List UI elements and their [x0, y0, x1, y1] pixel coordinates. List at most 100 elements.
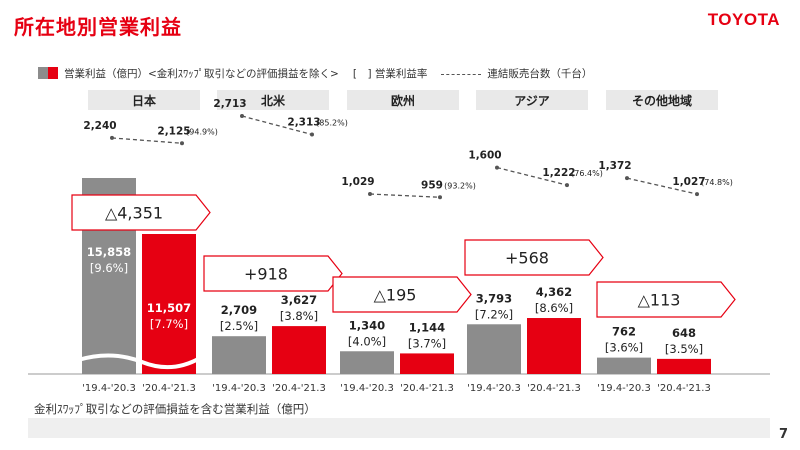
including-valuation-row	[28, 418, 770, 438]
bar-value-label: 1,340	[349, 318, 385, 332]
bar-margin-label: [3.5%]	[665, 342, 703, 356]
legend-swatch-curr	[48, 67, 58, 79]
period-tick-label: '19.4-'20.3	[340, 383, 394, 394]
region-name: 日本	[132, 93, 156, 108]
unit-sales-point	[180, 141, 184, 146]
bar-prev	[212, 336, 266, 374]
period-tick-label: '20.4-'21.3	[400, 383, 454, 394]
change-value: +918	[244, 265, 288, 284]
region-name: その他地域	[632, 93, 692, 108]
including-valuation-label: 金利ｽﾜｯﾌﾟ取引などの評価損益を含む営業利益（億円）	[34, 402, 316, 416]
legend-bars-label: 営業利益（億円）<金利ｽﾜｯﾌﾟ取引などの評価損益を除く>	[64, 67, 339, 80]
unit-sales-point	[495, 165, 499, 170]
page-title: 所在地別営業利益	[14, 15, 182, 39]
bar-value-label: 1,144	[409, 320, 445, 334]
change-value: △113	[638, 291, 681, 310]
bar-prev	[597, 357, 651, 374]
bar-margin-label: [7.2%]	[475, 307, 513, 321]
bar-value-label: 3,793	[476, 291, 512, 305]
unit-sales-line	[496, 166, 568, 186]
change-arrow-box	[332, 276, 472, 313]
period-tick-label: '20.4-'21.3	[272, 383, 326, 394]
legend-line-swatch	[441, 73, 482, 75]
unit-sales-point	[368, 192, 372, 197]
unit-sales-point	[625, 176, 629, 181]
region-name: 欧州	[391, 93, 415, 108]
region-header-4	[606, 90, 718, 110]
unit-sales-label: 1,372	[598, 160, 631, 172]
unit-sales-point	[310, 132, 314, 137]
period-tick-label: '20.4-'21.3	[527, 383, 581, 394]
bar-value-label: 648	[672, 326, 696, 340]
region-name: 北米	[261, 93, 286, 108]
unit-sales-line	[626, 177, 698, 195]
unit-sales-point	[565, 183, 569, 188]
unit-sales-label: 1,029	[341, 176, 374, 188]
unit-sales-label: 1,027	[672, 176, 705, 188]
bar-prev	[340, 351, 394, 374]
bar-margin-label: [8.6%]	[535, 301, 573, 315]
change-arrow-box	[71, 194, 211, 231]
change-arrow-box	[464, 239, 604, 276]
bar-value-label: 11,507	[147, 301, 191, 315]
unit-sales-ratio: (85.2%)	[316, 119, 348, 128]
unit-sales-line	[369, 193, 441, 198]
unit-sales-label: 2,125	[157, 125, 190, 137]
region-header-0	[88, 90, 200, 110]
legend-margin-label: [ ] 営業利益率	[352, 67, 428, 80]
period-tick-label: '20.4-'21.3	[657, 383, 711, 394]
change-value: △195	[374, 286, 417, 305]
period-tick-label: '19.4-'20.3	[82, 383, 136, 394]
bar-margin-label: [4.0%]	[348, 334, 386, 348]
bar-prev	[467, 324, 521, 374]
period-tick-label: '19.4-'20.3	[597, 383, 651, 394]
bar-curr	[272, 326, 326, 374]
unit-sales-line	[241, 115, 313, 136]
bar-curr	[657, 358, 711, 374]
unit-sales-point	[695, 192, 699, 197]
unit-sales-ratio: (74.8%)	[701, 178, 733, 187]
page-number: 7	[778, 427, 788, 442]
period-tick-label: '19.4-'20.3	[212, 383, 266, 394]
toyota-logo: TOYOTA	[707, 10, 780, 29]
period-tick-label: '19.4-'20.3	[467, 383, 521, 394]
bar-margin-label: [7.7%]	[150, 317, 188, 331]
region-header-3	[476, 90, 588, 110]
change-value: +568	[505, 249, 549, 268]
unit-sales-point	[110, 135, 114, 140]
unit-sales-ratio: (76.4%)	[571, 169, 603, 178]
region-header-1	[217, 90, 329, 110]
region-header-2	[347, 90, 459, 110]
bar-margin-label: [3.7%]	[408, 336, 446, 350]
region-name: アジア	[514, 94, 550, 108]
bar-margin-label: [3.6%]	[605, 341, 643, 355]
legend-line-label: 連結販売台数（千台）	[487, 67, 593, 80]
unit-sales-ratio: (93.2%)	[444, 181, 476, 190]
change-value: △4,351	[105, 204, 163, 223]
unit-sales-label: 2,313	[287, 117, 320, 129]
bar-margin-label: [3.8%]	[280, 309, 318, 323]
unit-sales-label: 2,240	[83, 120, 116, 132]
change-arrow-box	[596, 281, 736, 318]
bar-value-label: 2,709	[221, 303, 257, 317]
period-tick-label: '20.4-'21.3	[142, 383, 196, 394]
unit-sales-label: 1,222	[542, 167, 575, 179]
bar-value-label: 3,627	[281, 293, 317, 307]
unit-sales-label: 959	[421, 179, 443, 191]
bar-value-label: 4,362	[536, 285, 572, 299]
bar-margin-label: [9.6%]	[90, 261, 128, 275]
bar-curr	[527, 318, 581, 374]
unit-sales-line	[111, 137, 183, 144]
legend-swatch-prev	[38, 67, 48, 79]
unit-sales-point	[438, 195, 442, 200]
unit-sales-label: 2,713	[213, 98, 246, 110]
unit-sales-point	[240, 114, 244, 119]
bar-curr	[142, 234, 196, 374]
axis-break-mark	[77, 353, 201, 370]
bar-margin-label: [2.5%]	[220, 319, 258, 333]
bar-value-label: 762	[612, 325, 636, 339]
unit-sales-ratio: (94.9%)	[186, 127, 218, 136]
bar-value-label: 15,858	[87, 245, 131, 259]
bar-curr	[400, 353, 454, 374]
